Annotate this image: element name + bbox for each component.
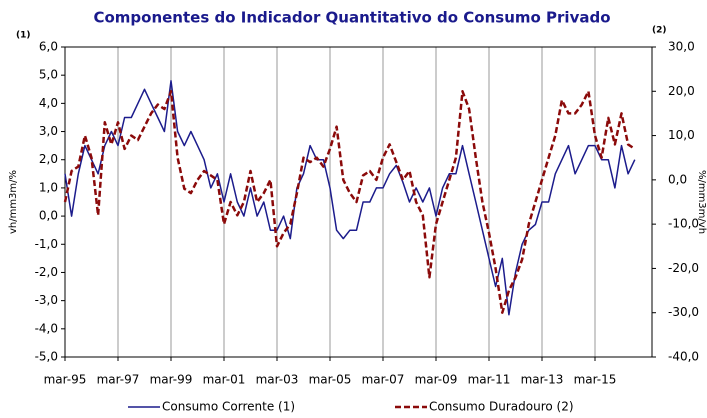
series-line bbox=[64, 80, 636, 316]
x-tick-label: mar-11 bbox=[468, 373, 511, 387]
y-tick-label: 4,0 bbox=[39, 96, 58, 110]
y-axis-label: vh/mm3m/% bbox=[8, 170, 19, 234]
y-tick-label: 3,0 bbox=[39, 124, 58, 138]
y2-tick-label: 0,0 bbox=[668, 172, 687, 186]
y-tick-label: -2,0 bbox=[35, 265, 58, 279]
y2-tick-label: 10,0 bbox=[668, 128, 695, 142]
left-note: (1) bbox=[16, 31, 31, 41]
legend-label: Consumo Corrente (1) bbox=[162, 400, 295, 414]
x-tick-label: mar-09 bbox=[415, 373, 458, 387]
x-tick-label: mar-13 bbox=[521, 373, 564, 387]
y2-tick-label: -30,0 bbox=[668, 305, 699, 319]
y-tick-label: -1,0 bbox=[35, 237, 58, 251]
y2-tick-label: -10,0 bbox=[668, 217, 699, 231]
y-tick-label: -5,0 bbox=[35, 350, 58, 364]
y2-axis-label: %/mm3m/vh bbox=[696, 170, 707, 234]
y-tick-label: -3,0 bbox=[35, 293, 58, 307]
y-tick-label: 0,0 bbox=[39, 209, 58, 223]
y2-tick-label: 30,0 bbox=[668, 40, 695, 54]
y-tick-label: 1,0 bbox=[39, 180, 58, 194]
y2-tick-label: 20,0 bbox=[668, 84, 695, 98]
x-tick-label: mar-01 bbox=[203, 373, 246, 387]
chart-title: Componentes do Indicador Quantitativo do… bbox=[93, 9, 610, 27]
x-tick-label: mar-07 bbox=[362, 373, 405, 387]
legend-label: Consumo Duradouro (2) bbox=[429, 400, 574, 414]
x-tick-label: mar-95 bbox=[44, 373, 87, 387]
x-tick-label: mar-15 bbox=[574, 373, 617, 387]
right-note: (2) bbox=[652, 26, 667, 36]
x-tick-label: mar-03 bbox=[256, 373, 299, 387]
x-tick-label: mar-99 bbox=[150, 373, 193, 387]
y-tick-label: 2,0 bbox=[39, 152, 58, 166]
y-tick-label: -4,0 bbox=[35, 321, 58, 335]
y-tick-label: 5,0 bbox=[39, 68, 58, 82]
x-tick-label: mar-05 bbox=[309, 373, 352, 387]
y2-tick-label: -20,0 bbox=[668, 261, 699, 275]
y-tick-label: 6,0 bbox=[39, 40, 58, 54]
y2-tick-label: -40,0 bbox=[668, 350, 699, 364]
plot-frame bbox=[64, 46, 653, 358]
x-tick-label: mar-97 bbox=[97, 373, 140, 387]
